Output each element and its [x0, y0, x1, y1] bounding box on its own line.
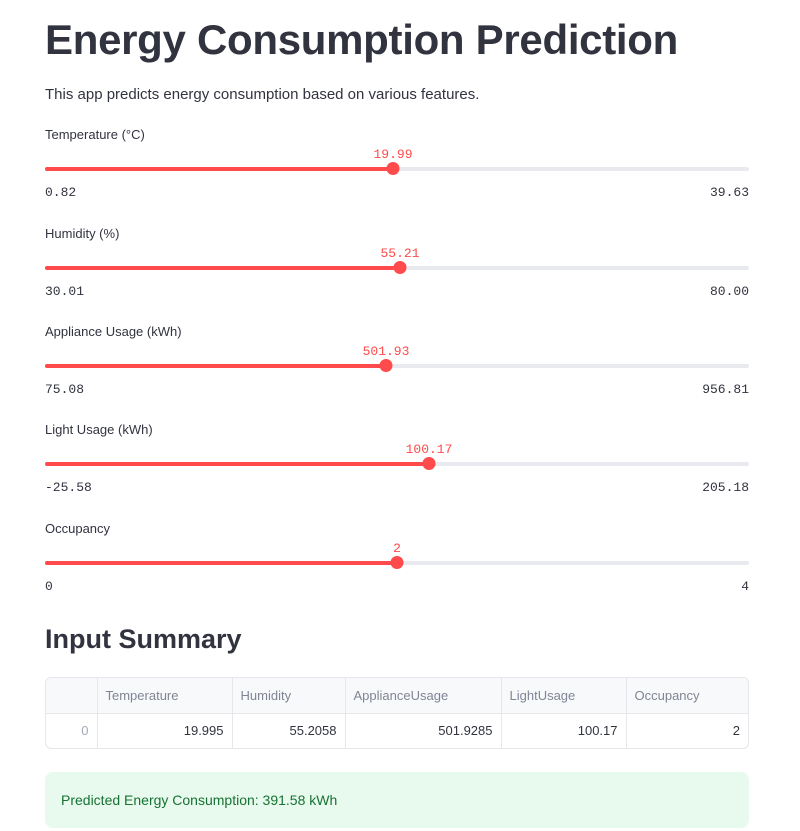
column-header-temperature[interactable]: Temperature [97, 678, 233, 714]
slider-thumb[interactable] [422, 457, 436, 470]
light-usage-slider: Light Usage (kWh) 100.17 -25.58 205.18 [45, 422, 749, 502]
slider-value: 100.17 [405, 442, 453, 457]
slider-thumb[interactable] [386, 162, 400, 175]
table-cell[interactable]: 55.2058 [232, 713, 346, 748]
slider-max: 205.18 [702, 480, 749, 495]
column-header-appliance-usage[interactable]: ApplianceUsage [345, 678, 502, 714]
slider-max: 39.63 [709, 185, 749, 200]
slider-max: 4 [741, 579, 749, 594]
page-description: This app predicts energy consumption bas… [45, 86, 480, 103]
slider-label: Occupancy [45, 521, 111, 536]
slider-fill [45, 561, 397, 565]
table-cell[interactable]: 19.995 [97, 713, 233, 748]
slider-min: 0.82 [45, 185, 77, 200]
slider-fill [45, 167, 393, 171]
summary-title: Input Summary [45, 624, 242, 654]
appliance-usage-slider: Appliance Usage (kWh) 501.93 75.08 956.8… [45, 324, 749, 404]
table-row: 0 19.995 55.2058 501.9285 100.17 2 [46, 713, 748, 748]
slider-value: 2 [393, 541, 401, 556]
slider-thumb[interactable] [393, 261, 407, 274]
humidity-slider: Humidity (%) 55.21 30.01 80.00 [45, 226, 749, 306]
page-title: Energy Consumption Prediction [45, 16, 679, 63]
prediction-text: Predicted Energy Consumption: 391.58 kWh [61, 792, 338, 808]
column-header-occupancy[interactable]: Occupancy [626, 678, 748, 714]
row-index[interactable]: 0 [46, 713, 98, 748]
table-header-row: Temperature Humidity ApplianceUsage Ligh… [46, 678, 748, 714]
slider-track[interactable] [45, 462, 749, 466]
slider-label: Humidity (%) [45, 226, 120, 241]
slider-value: 19.99 [373, 147, 413, 162]
table-cell[interactable]: 100.17 [501, 713, 627, 748]
slider-max: 80.00 [709, 284, 749, 299]
slider-min: 0 [45, 579, 53, 594]
summary-table[interactable]: Temperature Humidity ApplianceUsage Ligh… [45, 677, 749, 749]
column-header-index[interactable] [46, 678, 98, 714]
slider-track[interactable] [45, 364, 749, 368]
slider-fill [45, 364, 386, 368]
slider-label: Appliance Usage (kWh) [45, 324, 182, 339]
column-header-humidity[interactable]: Humidity [232, 678, 346, 714]
temperature-slider: Temperature (°C) 19.99 0.82 39.63 [45, 127, 749, 207]
occupancy-slider: Occupancy 2 0 4 [45, 521, 749, 601]
slider-thumb[interactable] [379, 359, 393, 372]
slider-min: 75.08 [45, 382, 85, 397]
table-cell[interactable]: 501.9285 [345, 713, 502, 748]
slider-value: 501.93 [362, 344, 410, 359]
slider-value: 55.21 [380, 246, 420, 261]
slider-min: -25.58 [45, 480, 92, 495]
slider-label: Temperature (°C) [45, 127, 145, 142]
table-cell[interactable]: 2 [732, 723, 740, 739]
prediction-success-alert: Predicted Energy Consumption: 391.58 kWh [45, 772, 749, 828]
slider-thumb[interactable] [390, 556, 404, 569]
column-header-light-usage[interactable]: LightUsage [501, 678, 627, 714]
summary-dataframe: Temperature Humidity ApplianceUsage Ligh… [46, 678, 748, 748]
slider-fill [45, 266, 400, 270]
slider-min: 30.01 [45, 284, 85, 299]
slider-label: Light Usage (kWh) [45, 422, 153, 437]
slider-max: 956.81 [702, 382, 749, 397]
slider-fill [45, 462, 429, 466]
